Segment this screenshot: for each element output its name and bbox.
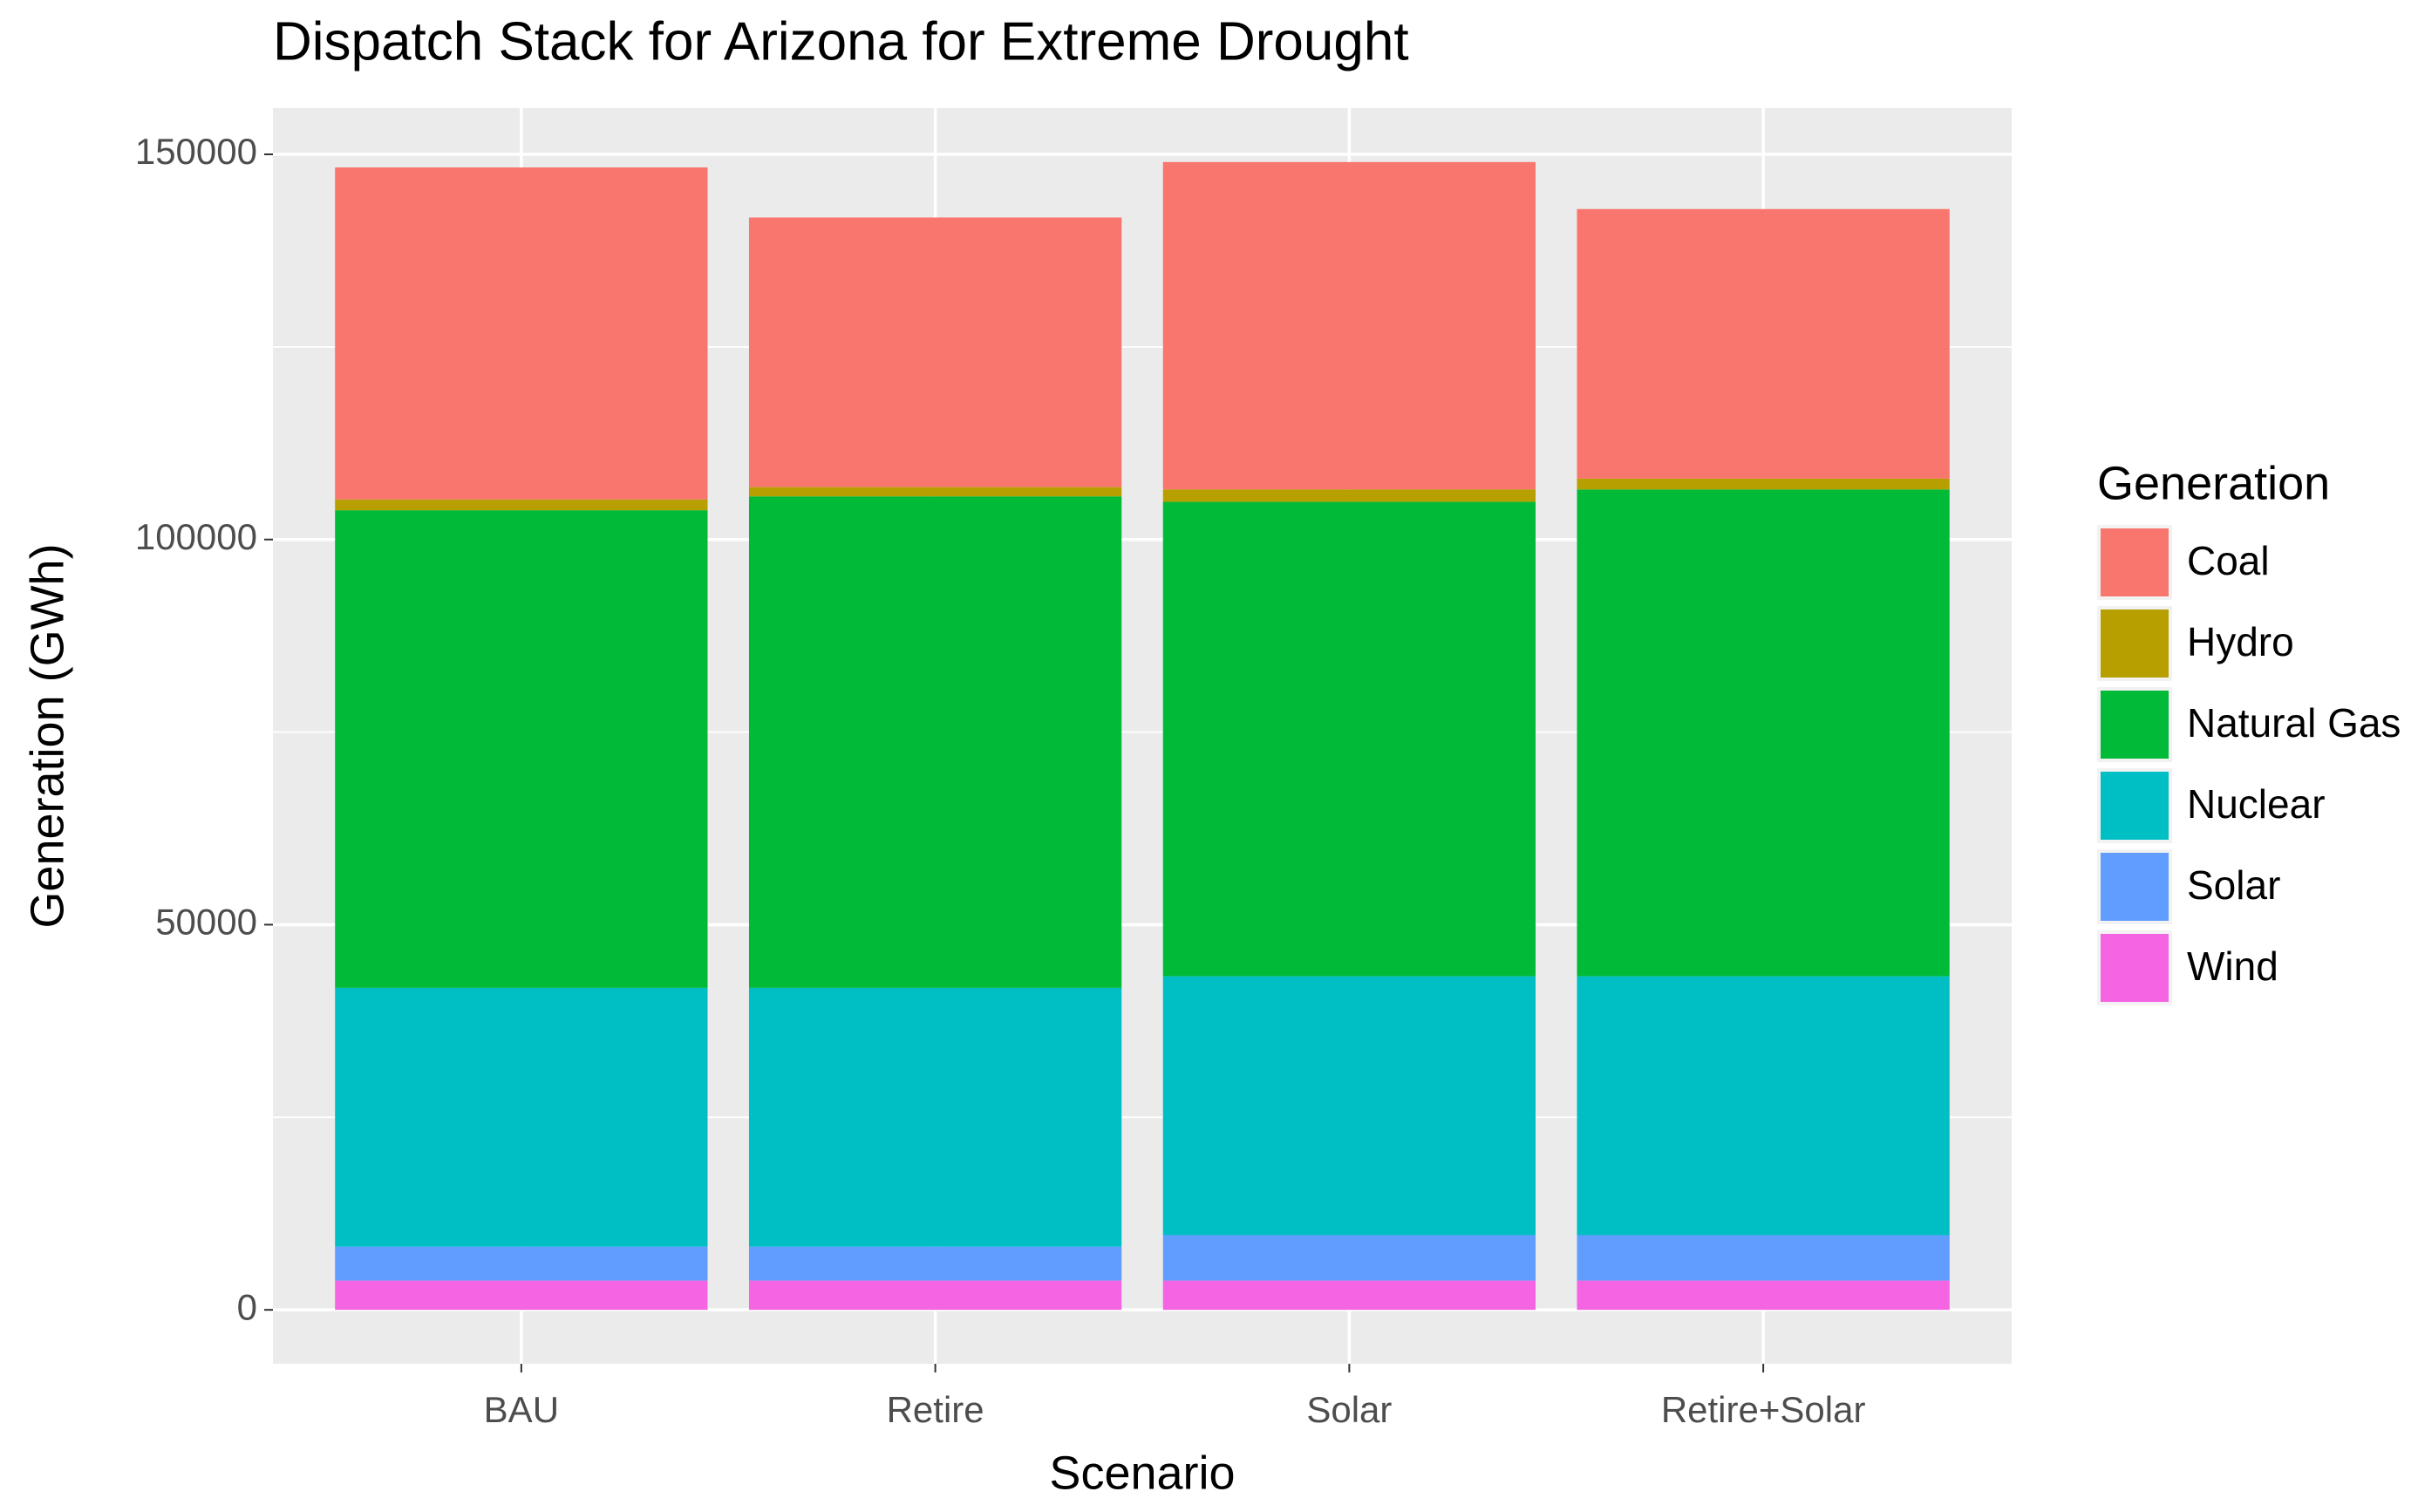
legend-label: Hydro [2187, 619, 2294, 664]
bar-segment [1162, 489, 1536, 502]
legend-swatch [2101, 691, 2169, 759]
bar-segment [335, 987, 708, 1247]
legend-swatch [2101, 772, 2169, 840]
legend-label: Nuclear [2187, 781, 2326, 827]
y-tick-label: 50000 [155, 902, 257, 943]
bar-segment [335, 167, 708, 500]
y-tick-label: 0 [237, 1286, 257, 1327]
x-tick-label: BAU [484, 1389, 559, 1430]
legend-swatch [2101, 610, 2169, 678]
bar-segment [335, 1280, 708, 1311]
bar-segment [1577, 478, 1950, 490]
bar-segment [335, 510, 708, 988]
x-tick-label: Retire [887, 1389, 984, 1430]
legend-title: Generation [2097, 457, 2330, 509]
bar-segment [1162, 1280, 1536, 1311]
x-axis-title: Scenario [1049, 1447, 1235, 1499]
bar-segment [1162, 976, 1536, 1236]
legend-swatch [2101, 934, 2169, 1002]
bar-segment [335, 499, 708, 511]
bar-segment [1577, 1280, 1950, 1311]
chart-title: Dispatch Stack for Arizona for Extreme D… [273, 11, 1409, 72]
x-tick-label: Retire+Solar [1661, 1389, 1866, 1430]
bar-segment [1577, 1235, 1950, 1281]
y-axis-title: Generation (GWh) [21, 543, 73, 928]
legend-label: Wind [2187, 943, 2278, 989]
legend-swatch [2101, 853, 2169, 921]
y-tick-label: 100000 [135, 516, 257, 557]
bar-segment [748, 987, 1122, 1247]
bar-segment [1577, 489, 1950, 977]
bar-segment [748, 1280, 1122, 1311]
legend-label: Coal [2187, 538, 2270, 583]
legend-label: Solar [2187, 862, 2280, 908]
bar-segment [335, 1246, 708, 1281]
bar-segment [748, 487, 1122, 497]
x-tick-label: Solar [1306, 1389, 1392, 1430]
bar-segment [748, 217, 1122, 487]
bar-segment [1577, 208, 1950, 479]
legend-swatch [2101, 528, 2169, 596]
bar-segment [1162, 1235, 1536, 1281]
y-tick-label: 150000 [135, 131, 257, 172]
legend-label: Natural Gas [2187, 700, 2401, 746]
bar-segment [748, 496, 1122, 988]
bar-segment [1577, 976, 1950, 1236]
bar-segment [1162, 161, 1536, 490]
bar-segment [1162, 501, 1536, 977]
bar-segment [748, 1246, 1122, 1281]
